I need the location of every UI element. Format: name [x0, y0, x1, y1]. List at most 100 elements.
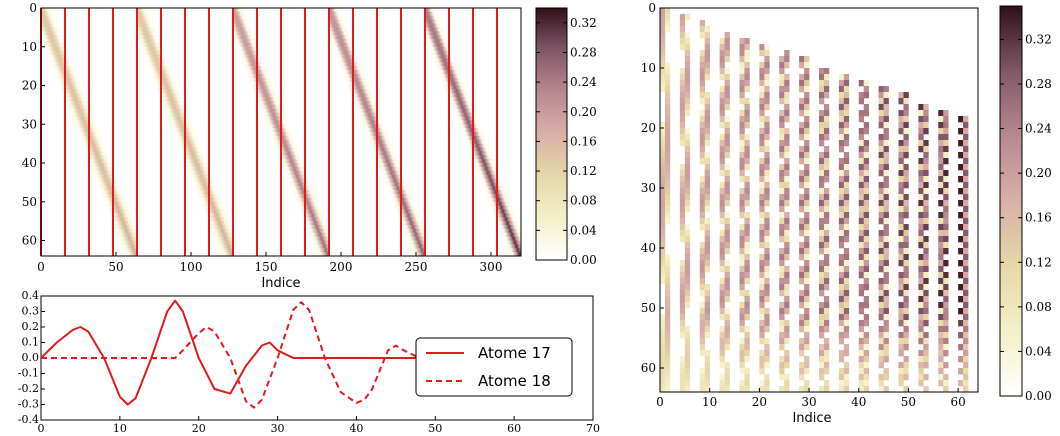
heatmap-top-left-band-slice	[293, 190, 314, 195]
heatmap-right-cell	[819, 110, 825, 117]
heatmap-right-cell	[799, 338, 805, 345]
heatmap-right-cell	[819, 74, 825, 81]
heatmap-right-cell	[923, 260, 929, 267]
heatmap-right-cell	[704, 302, 710, 309]
heatmap-right-cell	[744, 74, 750, 81]
heatmap-right-cell	[918, 278, 924, 285]
heatmap-right-cell	[903, 176, 909, 183]
heatmap-right-cell	[664, 86, 671, 93]
heatmap-right-cell	[918, 146, 924, 153]
heatmap-top-left-band-slice	[251, 81, 272, 87]
heatmap-right-cell	[739, 266, 745, 273]
heatmap-top-left-band-slice	[48, 54, 70, 59]
heatmap-top-left-band-slice	[329, 19, 344, 25]
heatmap-right-cell	[704, 56, 710, 63]
heatmap-right-cell	[878, 278, 884, 285]
heatmap-right-cell	[898, 374, 904, 381]
heatmap-right-cell	[704, 122, 710, 129]
heatmap-right-cell	[804, 176, 810, 183]
heatmap-right-cell	[784, 308, 790, 315]
y-tick-label: 50	[22, 195, 37, 209]
heatmap-right-cell	[704, 182, 710, 189]
heatmap-right-cell	[883, 134, 889, 141]
heatmap-right-cell	[858, 98, 865, 105]
heatmap-top-left-band-slice	[108, 209, 130, 214]
heatmap-right-cell	[923, 386, 929, 393]
heatmap-right-cell	[823, 386, 830, 393]
heatmap-right-cell	[898, 380, 904, 387]
heatmap-top-left-band-slice	[398, 213, 419, 218]
heatmap-right-cell	[744, 194, 750, 201]
heatmap-right-cell	[898, 290, 904, 297]
heatmap-right-cell	[958, 296, 964, 303]
heatmap-right-cell	[918, 308, 924, 315]
heatmap-right-cell	[739, 356, 745, 363]
heatmap-right-cell	[943, 242, 949, 249]
heatmap-right-cell	[958, 236, 964, 243]
heatmap-right-cell	[903, 254, 909, 261]
heatmap-right-cell	[779, 128, 785, 135]
heatmap-right-cell	[664, 14, 671, 21]
heatmap-top-left-band-slice	[455, 112, 476, 118]
heatmap-right-cell	[898, 98, 904, 105]
heatmap-right-cell	[660, 8, 666, 15]
heatmap-right-cell	[843, 284, 850, 291]
heatmap-right-cell	[679, 266, 686, 273]
heatmap-right-cell	[759, 80, 765, 87]
heatmap-right-cell	[958, 356, 964, 363]
heatmap-right-cell	[660, 350, 666, 357]
heatmap-top-left-band-slice	[162, 101, 184, 106]
heatmap-right-cell	[739, 254, 745, 261]
heatmap-right-cell	[660, 224, 666, 231]
colorbar-tick-label: 0.00	[570, 253, 597, 267]
heatmap-right-cell	[660, 188, 666, 195]
heatmap-top-left-band-slice	[104, 197, 125, 203]
heatmap-right-cell	[699, 26, 706, 33]
heatmap-right-cell	[883, 200, 889, 207]
heatmap-right-cell	[843, 296, 850, 303]
heatmap-top-left-band-slice	[489, 201, 511, 207]
heatmap-right-cell	[883, 272, 889, 279]
heatmap-top-left-band-slice	[243, 62, 265, 67]
heatmap-right-cell	[739, 170, 745, 177]
heatmap-right-cell	[664, 374, 671, 381]
heatmap-right-cell	[804, 296, 810, 303]
heatmap-right-cell	[963, 332, 969, 339]
heatmap-top-left-band-slice	[191, 174, 212, 180]
heatmap-right-cell	[764, 62, 770, 69]
heatmap-right-cell	[918, 212, 924, 219]
heatmap-right-cell	[843, 80, 850, 87]
heatmap-top-left-band-slice	[137, 11, 149, 17]
y-tick-label: 0.2	[22, 320, 40, 333]
heatmap-right-cell	[724, 284, 730, 291]
heatmap-top-left-band-slice	[233, 35, 254, 40]
heatmap-right-cell	[684, 224, 691, 231]
heatmap-right-cell	[704, 128, 710, 135]
heatmap-right-cell	[963, 170, 969, 177]
heatmap-right-cell	[878, 218, 884, 225]
heatmap-top-left-band-slice	[401, 221, 422, 226]
heatmap-right-cell	[943, 224, 949, 231]
heatmap-right-cell	[938, 122, 944, 129]
heatmap-right-cell	[699, 116, 706, 123]
heatmap-right-cell	[779, 260, 785, 267]
heatmap-top-left-band-slice	[47, 50, 68, 56]
heatmap-right-cell	[943, 362, 949, 369]
heatmap-right-cell	[943, 146, 949, 153]
heatmap-right-cell	[863, 356, 869, 363]
heatmap-right-cell	[779, 176, 785, 183]
heatmap-right-cell	[759, 224, 765, 231]
colorbar-top-left-ticks: 0.000.040.080.120.160.200.240.280.32	[536, 16, 597, 267]
heatmap-right-cell	[804, 152, 810, 159]
heatmap-top-left-band-slice	[261, 108, 283, 114]
heatmap-right-cell	[819, 134, 825, 141]
heatmap-right-cell	[744, 140, 750, 147]
heatmap-right-cell	[903, 368, 909, 375]
heatmap-right-cells	[660, 8, 969, 393]
heatmap-top-left-band-slice	[182, 151, 203, 156]
heatmap-right-cell	[684, 170, 691, 177]
heatmap-right-cell	[898, 332, 904, 339]
heatmap-right-cell	[943, 338, 949, 345]
heatmap-right-cell	[719, 104, 725, 111]
heatmap-right-cell	[858, 236, 865, 243]
